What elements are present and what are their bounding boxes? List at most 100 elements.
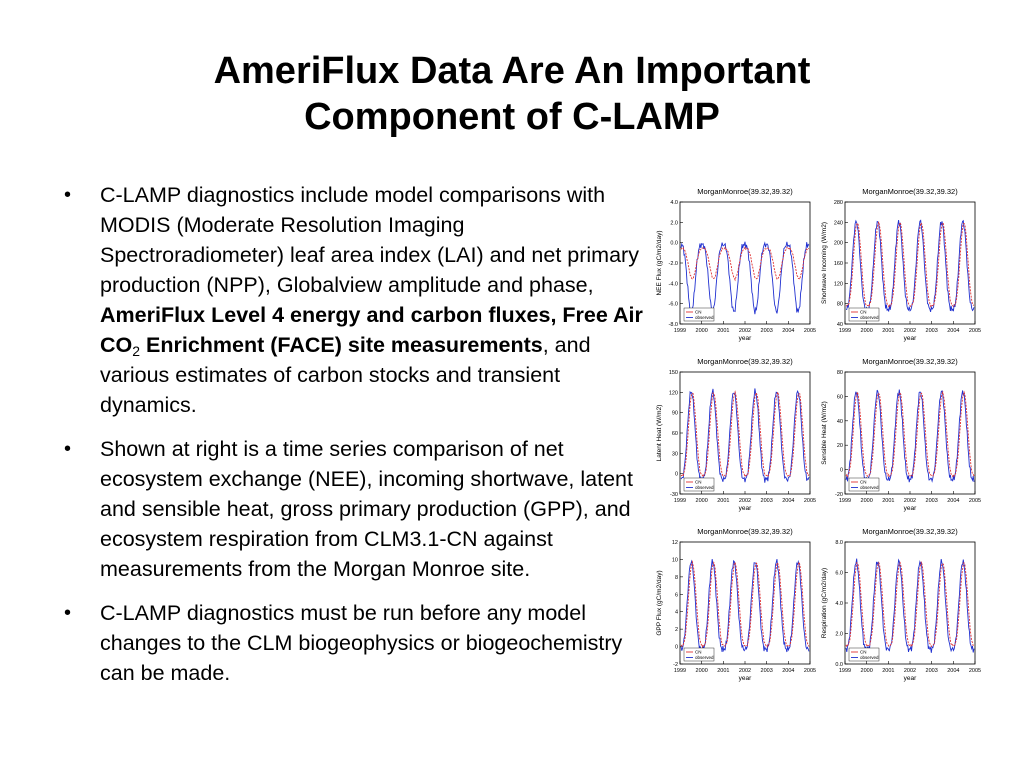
legend-label-cn: CN xyxy=(695,480,702,485)
y-tick-label: 120 xyxy=(834,281,843,287)
x-tick-label: 1999 xyxy=(839,498,851,504)
x-tick-label: 2002 xyxy=(739,668,751,674)
y-tick-label: 90 xyxy=(672,411,678,417)
y-tick-label: -30 xyxy=(670,492,678,498)
series-observed-line xyxy=(680,241,810,315)
y-tick-label: -4.0 xyxy=(669,281,678,287)
series-observed-line xyxy=(845,558,975,654)
y-tick-label: 150 xyxy=(669,370,678,376)
y-tick-label: 0 xyxy=(675,472,678,478)
x-tick-label: 1999 xyxy=(674,668,686,674)
plot-frame xyxy=(679,371,811,495)
y-tick-label: 8.0 xyxy=(835,540,843,546)
y-axis-label: Latent Heat (W/m2) xyxy=(656,405,663,462)
plot-frame xyxy=(844,371,976,495)
x-axis-label: year xyxy=(904,675,917,682)
x-tick-label: 2004 xyxy=(947,328,959,334)
y-tick-label: 0.0 xyxy=(835,662,843,668)
legend-label-cn: CN xyxy=(860,310,867,315)
bullet-3: C-LAMP diagnostics must be run before an… xyxy=(60,598,645,688)
x-tick-label: 2004 xyxy=(782,328,794,334)
x-tick-label: 2001 xyxy=(717,668,729,674)
chart-shortwave: MorganMonroe(39.32,39.32) 280 240 200 160 120… xyxy=(817,184,982,354)
x-tick-label: 2001 xyxy=(882,328,894,334)
x-tick-label: 2000 xyxy=(861,498,873,504)
y-tick-label: 160 xyxy=(834,261,843,267)
x-tick-label: 1999 xyxy=(674,328,686,334)
bullet-1-bold-a: AmeriFlux Level 4 energy and carbon flux… xyxy=(100,303,643,357)
y-axis-label: GPP Flux (gC/m2/day) xyxy=(656,570,663,635)
y-axis-label: Sensible Heat (W/m2) xyxy=(821,401,828,465)
chart-sensible-heat: MorganMonroe(39.32,39.32) 80 60 40 20 0 -20 199… xyxy=(817,354,982,524)
plot-frame xyxy=(679,201,811,325)
title-line-2: Component of C-LAMP xyxy=(304,96,720,138)
chart-latent-heat-svg: MorganMonroe(39.32,39.32) 150 120 90 60 30 0 -3… xyxy=(656,357,816,512)
x-tick-label: 2002 xyxy=(904,668,916,674)
y-tick-label: 60 xyxy=(672,431,678,437)
slide-title: AmeriFlux Data Are An Important Componen… xyxy=(0,48,1024,140)
chart-title: MorganMonroe(39.32,39.32) xyxy=(862,187,958,196)
x-tick-label: 2005 xyxy=(804,498,816,504)
x-tick-label: 2005 xyxy=(969,668,981,674)
bullet-1-text-c: , and various estimates of carbon stocks… xyxy=(100,333,591,417)
series-cn-line xyxy=(845,221,975,308)
legend-label-cn: CN xyxy=(860,650,867,655)
x-tick-label: 2002 xyxy=(739,498,751,504)
y-tick-label: 4 xyxy=(675,610,678,616)
x-tick-label: 2003 xyxy=(761,498,773,504)
x-tick-label: 2003 xyxy=(761,668,773,674)
x-tick-label: 2002 xyxy=(904,328,916,334)
chart-nee: MorganMonroe(39.32,39.32) 4.0 2.0 0.0 -2.0 -4… xyxy=(652,184,817,354)
x-tick-label: 1999 xyxy=(839,328,851,334)
x-tick-label: 2005 xyxy=(969,328,981,334)
legend-label-observed: observed xyxy=(860,485,879,490)
y-tick-label: 60 xyxy=(837,394,843,400)
y-tick-label: 20 xyxy=(837,443,843,449)
x-tick-label: 2003 xyxy=(926,668,938,674)
bullet-1-subscript: 2 xyxy=(132,343,141,359)
x-axis-label: year xyxy=(904,505,917,512)
y-tick-label: 2.0 xyxy=(835,632,843,638)
x-tick-label: 2001 xyxy=(717,498,729,504)
chart-title: MorganMonroe(39.32,39.32) xyxy=(862,527,958,536)
x-tick-label: 2003 xyxy=(761,328,773,334)
x-tick-label: 2003 xyxy=(926,328,938,334)
plot-frame xyxy=(844,201,976,325)
legend-label-cn: CN xyxy=(860,480,867,485)
chart-title: MorganMonroe(39.32,39.32) xyxy=(697,527,793,536)
y-tick-label: 6 xyxy=(675,592,678,598)
y-tick-label: 30 xyxy=(672,451,678,457)
legend-label-observed: observed xyxy=(860,655,879,660)
y-tick-label: -8.0 xyxy=(669,322,678,328)
y-tick-label: 200 xyxy=(834,241,843,247)
y-tick-label: 2.0 xyxy=(670,220,678,226)
series-cn-line xyxy=(680,560,810,649)
legend-label-observed: observed xyxy=(695,485,714,490)
y-tick-label: 4.0 xyxy=(670,200,678,206)
y-tick-label: 80 xyxy=(837,370,843,376)
chart-title: MorganMonroe(39.32,39.32) xyxy=(697,357,793,366)
chart-panels: MorganMonroe(39.32,39.32) 4.0 2.0 0.0 -2.0 -4… xyxy=(652,184,982,694)
legend-label-cn: CN xyxy=(695,650,702,655)
x-axis-label: year xyxy=(739,505,752,512)
bullet-1-text-a: C-LAMP diagnostics include model compari… xyxy=(100,183,639,297)
y-tick-label: 10 xyxy=(672,557,678,563)
legend-label-observed: observed xyxy=(860,315,879,320)
x-tick-label: 2003 xyxy=(926,498,938,504)
y-tick-label: 280 xyxy=(834,200,843,206)
title-line-1: AmeriFlux Data Are An Important xyxy=(213,50,811,92)
y-tick-label: 0 xyxy=(675,645,678,651)
y-tick-label: 0 xyxy=(840,468,843,474)
bullet-1: C-LAMP diagnostics include model compari… xyxy=(60,180,645,420)
x-axis-label: year xyxy=(739,335,752,342)
legend-label-cn: CN xyxy=(695,310,702,315)
legend-label-observed: observed xyxy=(695,655,714,660)
y-tick-label: 6.0 xyxy=(835,571,843,577)
y-axis-label: Respiration (gC/m2/day) xyxy=(821,568,828,638)
x-tick-label: 2004 xyxy=(947,498,959,504)
x-tick-label: 2001 xyxy=(882,668,894,674)
y-tick-label: -2 xyxy=(673,662,678,668)
x-tick-label: 2000 xyxy=(861,668,873,674)
bullet-1-bold-b: Enrichment (FACE) site measurements xyxy=(140,333,543,357)
bullet-2: Shown at right is a time series comparis… xyxy=(60,434,645,584)
